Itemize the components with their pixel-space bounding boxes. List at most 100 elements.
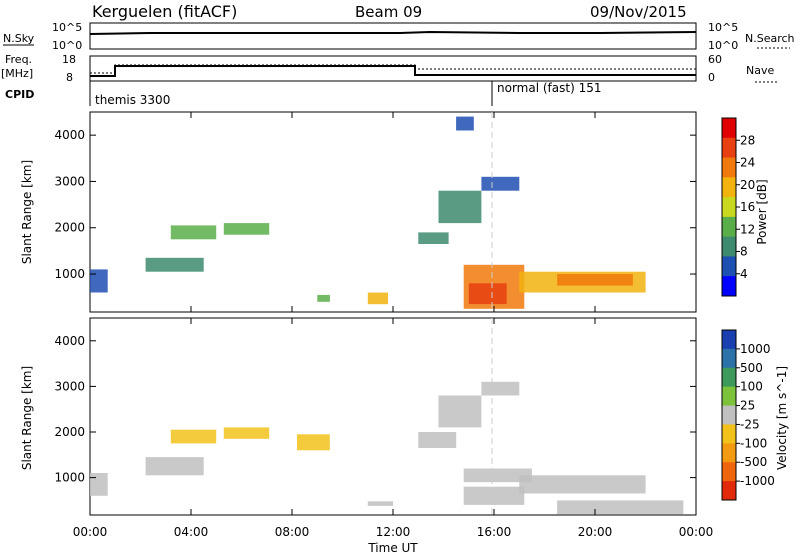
colorbar-cell bbox=[722, 424, 736, 444]
y-tick-label: 3000 bbox=[54, 379, 85, 393]
colorbar-cell bbox=[722, 177, 736, 198]
colorbar-cell bbox=[722, 118, 736, 139]
station-title: Kerguelen (fitACF) bbox=[92, 2, 237, 21]
velocity-echo-region-12 bbox=[557, 500, 684, 515]
power-colorbar-label: Power [dB] bbox=[755, 179, 769, 244]
colorbar-tick-label: 4 bbox=[740, 267, 748, 281]
power-echo-region-13 bbox=[557, 274, 633, 286]
nsky-label: N.Sky bbox=[3, 32, 35, 45]
freq-label: Freq. bbox=[5, 53, 32, 66]
colorbar-tick-label: 20 bbox=[740, 178, 755, 192]
colorbar-cell bbox=[722, 367, 736, 388]
colorbar-cell bbox=[722, 197, 736, 218]
colorbar-tick-label: -1000 bbox=[740, 474, 775, 488]
colorbar-tick-label: 28 bbox=[740, 133, 755, 147]
x-tick-label: 12:00 bbox=[376, 525, 411, 539]
freq-unit-label: [MHz] bbox=[1, 67, 33, 80]
x-tick-label: 16:00 bbox=[477, 525, 512, 539]
power-y-label: Slant Range [km] bbox=[20, 160, 34, 264]
power-echo-region-2 bbox=[170, 225, 217, 240]
colorbar-cell bbox=[722, 137, 736, 159]
velocity-echo-region-6 bbox=[418, 432, 457, 448]
colorbar-tick-label: 100 bbox=[740, 380, 763, 394]
y-tick-label: 4000 bbox=[54, 128, 85, 142]
power-echo-region-1 bbox=[145, 257, 204, 272]
y-tick-label: 2000 bbox=[54, 221, 85, 235]
nave-trace bbox=[90, 64, 696, 74]
cpid-segment-1: themis 3300 bbox=[95, 93, 170, 107]
nsky-trace bbox=[89, 30, 697, 35]
colorbar-cell bbox=[722, 330, 736, 350]
velocity-echo-region-5 bbox=[367, 501, 394, 506]
velocity-echo-region-2 bbox=[170, 429, 217, 444]
colorbar-cell bbox=[722, 481, 736, 501]
x-tick-label: 00:00 bbox=[679, 525, 714, 539]
colorbar-cell bbox=[722, 236, 736, 257]
velocity-regions bbox=[90, 381, 684, 515]
power-echo-region-11 bbox=[468, 283, 507, 305]
nsearch-label: N.Search bbox=[745, 32, 795, 45]
nsky-tick-top: 10^5 bbox=[52, 21, 82, 34]
power-echo-region-6 bbox=[418, 232, 449, 244]
velocity-y-label: Slant Range [km] bbox=[20, 366, 34, 470]
power-echo-region-5 bbox=[367, 292, 388, 305]
y-tick-label: 4000 bbox=[54, 334, 85, 348]
velocity-echo-region-4 bbox=[297, 434, 330, 451]
power-echo-region-4 bbox=[317, 294, 330, 302]
power-echo-region-0 bbox=[90, 269, 108, 293]
power-colorbar: 4 8 12 16 20 24 28 bbox=[721, 117, 755, 297]
colorbar-tick-label: 8 bbox=[740, 245, 748, 259]
colorbar-tick-label: 1000 bbox=[740, 342, 771, 356]
y-tick-label: 1000 bbox=[54, 471, 85, 485]
beam-title: Beam 09 bbox=[355, 3, 422, 21]
colorbar-cell bbox=[722, 386, 736, 407]
colorbar-cell bbox=[722, 405, 736, 425]
velocity-echo-region-3 bbox=[223, 427, 270, 439]
nsearch-tick-top: 10^5 bbox=[708, 21, 738, 34]
colorbar-cell bbox=[722, 216, 736, 238]
nsearch-tick-bottom: 10^0 bbox=[708, 39, 738, 52]
velocity-echo-region-0 bbox=[90, 473, 108, 496]
colorbar-tick-label: 16 bbox=[740, 200, 755, 214]
power-y-ticks: 1000 2000 3000 4000 bbox=[54, 128, 696, 281]
x-tick-label: 20:00 bbox=[578, 525, 613, 539]
colorbar-cell bbox=[722, 462, 736, 482]
colorbar-tick-label: -500 bbox=[740, 455, 767, 469]
colorbar-tick-label: 12 bbox=[740, 222, 755, 236]
x-tick-label: 08:00 bbox=[275, 525, 310, 539]
power-echo-region-7 bbox=[456, 116, 474, 131]
nave-tick-top: 60 bbox=[708, 53, 722, 66]
velocity-colorbar-label: Velocity [m s^-1] bbox=[775, 366, 789, 470]
date-title: 09/Nov/2015 bbox=[590, 3, 687, 21]
power-echo-region-3 bbox=[223, 223, 270, 235]
velocity-echo-region-1 bbox=[145, 457, 204, 476]
power-echo-region-8 bbox=[438, 190, 482, 224]
cpid-label: CPID bbox=[5, 88, 34, 101]
colorbar-cell bbox=[722, 276, 736, 297]
y-tick-label: 2000 bbox=[54, 425, 85, 439]
colorbar-cell bbox=[722, 443, 736, 463]
x-axis-ticks: 00:00 04:00 08:00 12:00 16:00 20:00 00:00 bbox=[73, 112, 714, 539]
velocity-y-ticks: 1000 2000 3000 4000 bbox=[54, 334, 696, 485]
colorbar-tick-label: 25 bbox=[740, 399, 755, 413]
y-tick-label: 1000 bbox=[54, 267, 85, 281]
colorbar-cell bbox=[722, 348, 736, 369]
cpid-segment-2: normal (fast) 151 bbox=[497, 81, 601, 95]
colorbar-tick-label: 24 bbox=[740, 156, 755, 170]
freq-panel bbox=[89, 55, 697, 82]
colorbar-tick-label: -100 bbox=[740, 436, 767, 450]
velocity-colorbar: 1000 500 100 25 -25 -100 -500 -1000 bbox=[721, 329, 775, 501]
x-axis-label: Time UT bbox=[367, 541, 418, 554]
velocity-echo-region-9 bbox=[463, 486, 525, 505]
velocity-echo-region-8 bbox=[481, 381, 520, 396]
colorbar-cell bbox=[722, 256, 736, 277]
nave-label: Nave bbox=[746, 64, 774, 77]
power-echo-region-9 bbox=[481, 176, 520, 191]
freq-tick-bottom: 8 bbox=[66, 71, 73, 84]
colorbar-cell bbox=[722, 157, 736, 178]
colorbar-frame bbox=[721, 329, 737, 501]
velocity-echo-region-11 bbox=[519, 475, 646, 494]
nsky-tick-bottom: 10^0 bbox=[52, 39, 82, 52]
velocity-echo-region-7 bbox=[438, 395, 482, 428]
colorbar-tick-label: 500 bbox=[740, 361, 763, 375]
